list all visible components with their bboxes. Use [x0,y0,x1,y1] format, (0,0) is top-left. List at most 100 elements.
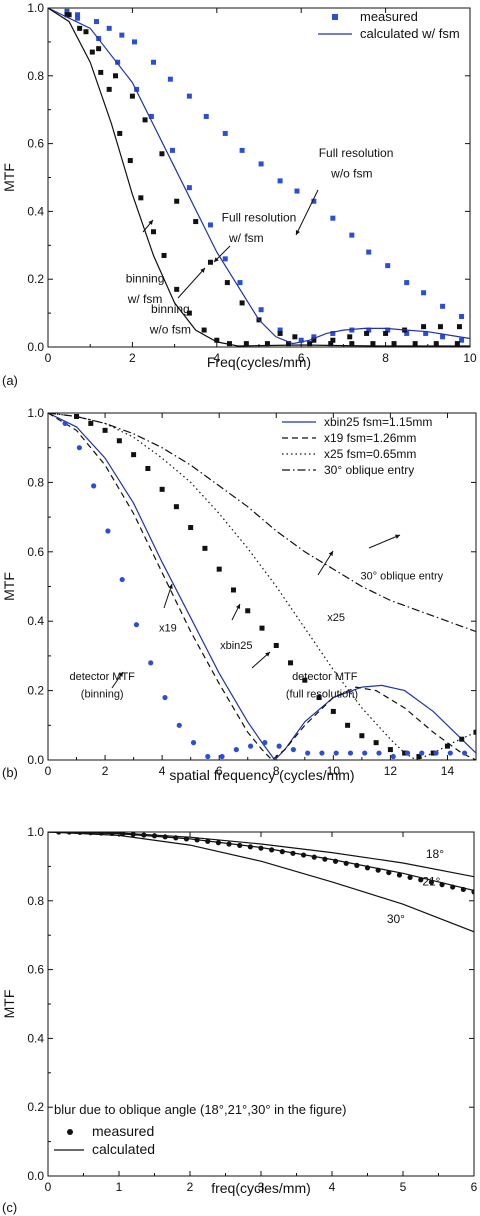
data-point-det_full [416,754,422,760]
legend-label: 30° oblique entry [324,463,414,477]
x-tick-label: 0 [45,1180,52,1194]
x-tick-label: 2 [187,1180,194,1194]
data-point-det_bin [76,445,82,451]
data-point-det_bin [133,622,140,628]
data-point-det_bin [305,750,311,756]
data-point-det_full [159,486,165,492]
data-point-full_wo [440,303,446,309]
data-point-det_bin [148,660,154,666]
y-tick-label: 0.8 [27,894,44,908]
arrow-det-full-head [265,652,270,657]
data-point-full_w [115,59,121,65]
legend-label: measured [360,9,418,24]
data-point-measured [386,869,392,876]
data-point-bin_w [264,341,270,347]
data-point-full_wo [294,188,300,194]
arrow-full-wo-fsm-head [295,230,300,235]
annotation-label: 21° [422,874,440,888]
data-point-measured [109,832,115,836]
data-point-full_w [311,334,317,340]
data-point-measured [460,886,466,893]
data-point-bin_wo [383,330,389,336]
data-point-bin_w [243,341,249,347]
data-point-bin_w [286,341,292,347]
x-tick-label: 10 [327,764,341,778]
arrow-det-bin-head [118,672,123,677]
data-point-measured [290,850,296,856]
y-tick-label: 0.2 [27,684,44,698]
data-point-det_full [216,566,222,572]
series-line-calc18 [48,832,474,878]
x-tick-label: 4 [159,764,166,778]
data-point-bin_w [391,341,397,347]
data-point-det_full [402,750,408,756]
data-point-measured [439,882,445,888]
x-tick-label: 2 [102,764,109,778]
series-group [48,8,470,347]
data-point-measured [471,889,474,895]
x-tick-label: 6 [216,764,223,778]
annotation-label: 30° [387,912,405,926]
data-point-det_full [116,438,122,444]
legend-marker-square [332,14,338,20]
data-point-bin_w [161,252,167,258]
data-point-bin_wo [83,29,89,35]
legend-label: x19 fsm=1.26mm [324,431,416,445]
data-point-measured [162,834,168,840]
data-point-bin_w [77,25,83,31]
x-tick-label: 12 [384,764,398,778]
y-tick-label: 1.0 [27,1,44,15]
data-point-bin_wo [159,151,165,157]
data-point-det_full [459,736,465,742]
data-point-full_w [423,330,429,336]
chart-panel-c: 0 1 2 3 4 5 6 0.0 0.2 0.4 0.6 0.8 1.0 freq(cycles/mm)… [1,825,478,1215]
data-point-bin_w [433,341,439,347]
legend-label: x25 fsm=0.65mm [324,447,416,461]
x-tick-label: 14 [441,764,455,778]
data-point-bin_wo [421,324,427,330]
data-point-full_w [385,327,391,333]
data-point-det_bin [91,483,97,489]
data-point-measured [450,884,456,890]
data-point-det_bin [333,750,339,756]
annotation-label: detector MTF [70,671,136,683]
data-point-bin_w [328,341,334,347]
data-point-bin_w [201,327,207,333]
data-point-measured [418,877,424,883]
data-point-measured [428,879,434,885]
data-point-bin_w [186,310,192,316]
data-point-full_w [207,222,213,228]
data-point-det_full [102,427,108,433]
arrow-full-wo-fsm [295,189,319,236]
data-point-full_w [237,280,243,286]
data-point-det_full [473,729,476,735]
y-axis-label: MTF [1,572,17,601]
x-tick-label: 3 [258,1180,265,1194]
data-point-full_w [169,147,175,153]
data-point-measured [130,832,136,838]
x-axis-label: spatial frequency (cycles/mm) [169,767,354,783]
data-point-full_w [64,8,70,14]
legend-label: xbin25 fsm=1.15mm [324,415,432,429]
annotation-label: (full resolution) [286,689,358,701]
y-tick-label: 0.4 [27,1031,44,1045]
data-point-measured [332,858,339,864]
data-point-det_bin [276,743,282,749]
data-point-det_bin [62,420,68,427]
x-tick-label: 4 [329,1180,336,1194]
data-point-measured [77,832,83,835]
x-tick-label: 8 [382,351,389,365]
data-point-measured [66,832,72,835]
data-point-det_full [373,740,379,746]
data-point-measured [183,836,190,842]
plot-frame [47,7,471,348]
data-point-full_wo [239,147,245,153]
x-tick-label: 5 [400,1180,407,1194]
annotation-label: binning [126,272,165,286]
y-axis-label: MTF [1,163,17,192]
data-point-measured [141,832,147,838]
data-point-measured [205,838,211,844]
data-point-det_bin [262,740,268,746]
data-point-measured [354,862,360,868]
annotation-label: 30° oblique entry [360,571,443,583]
